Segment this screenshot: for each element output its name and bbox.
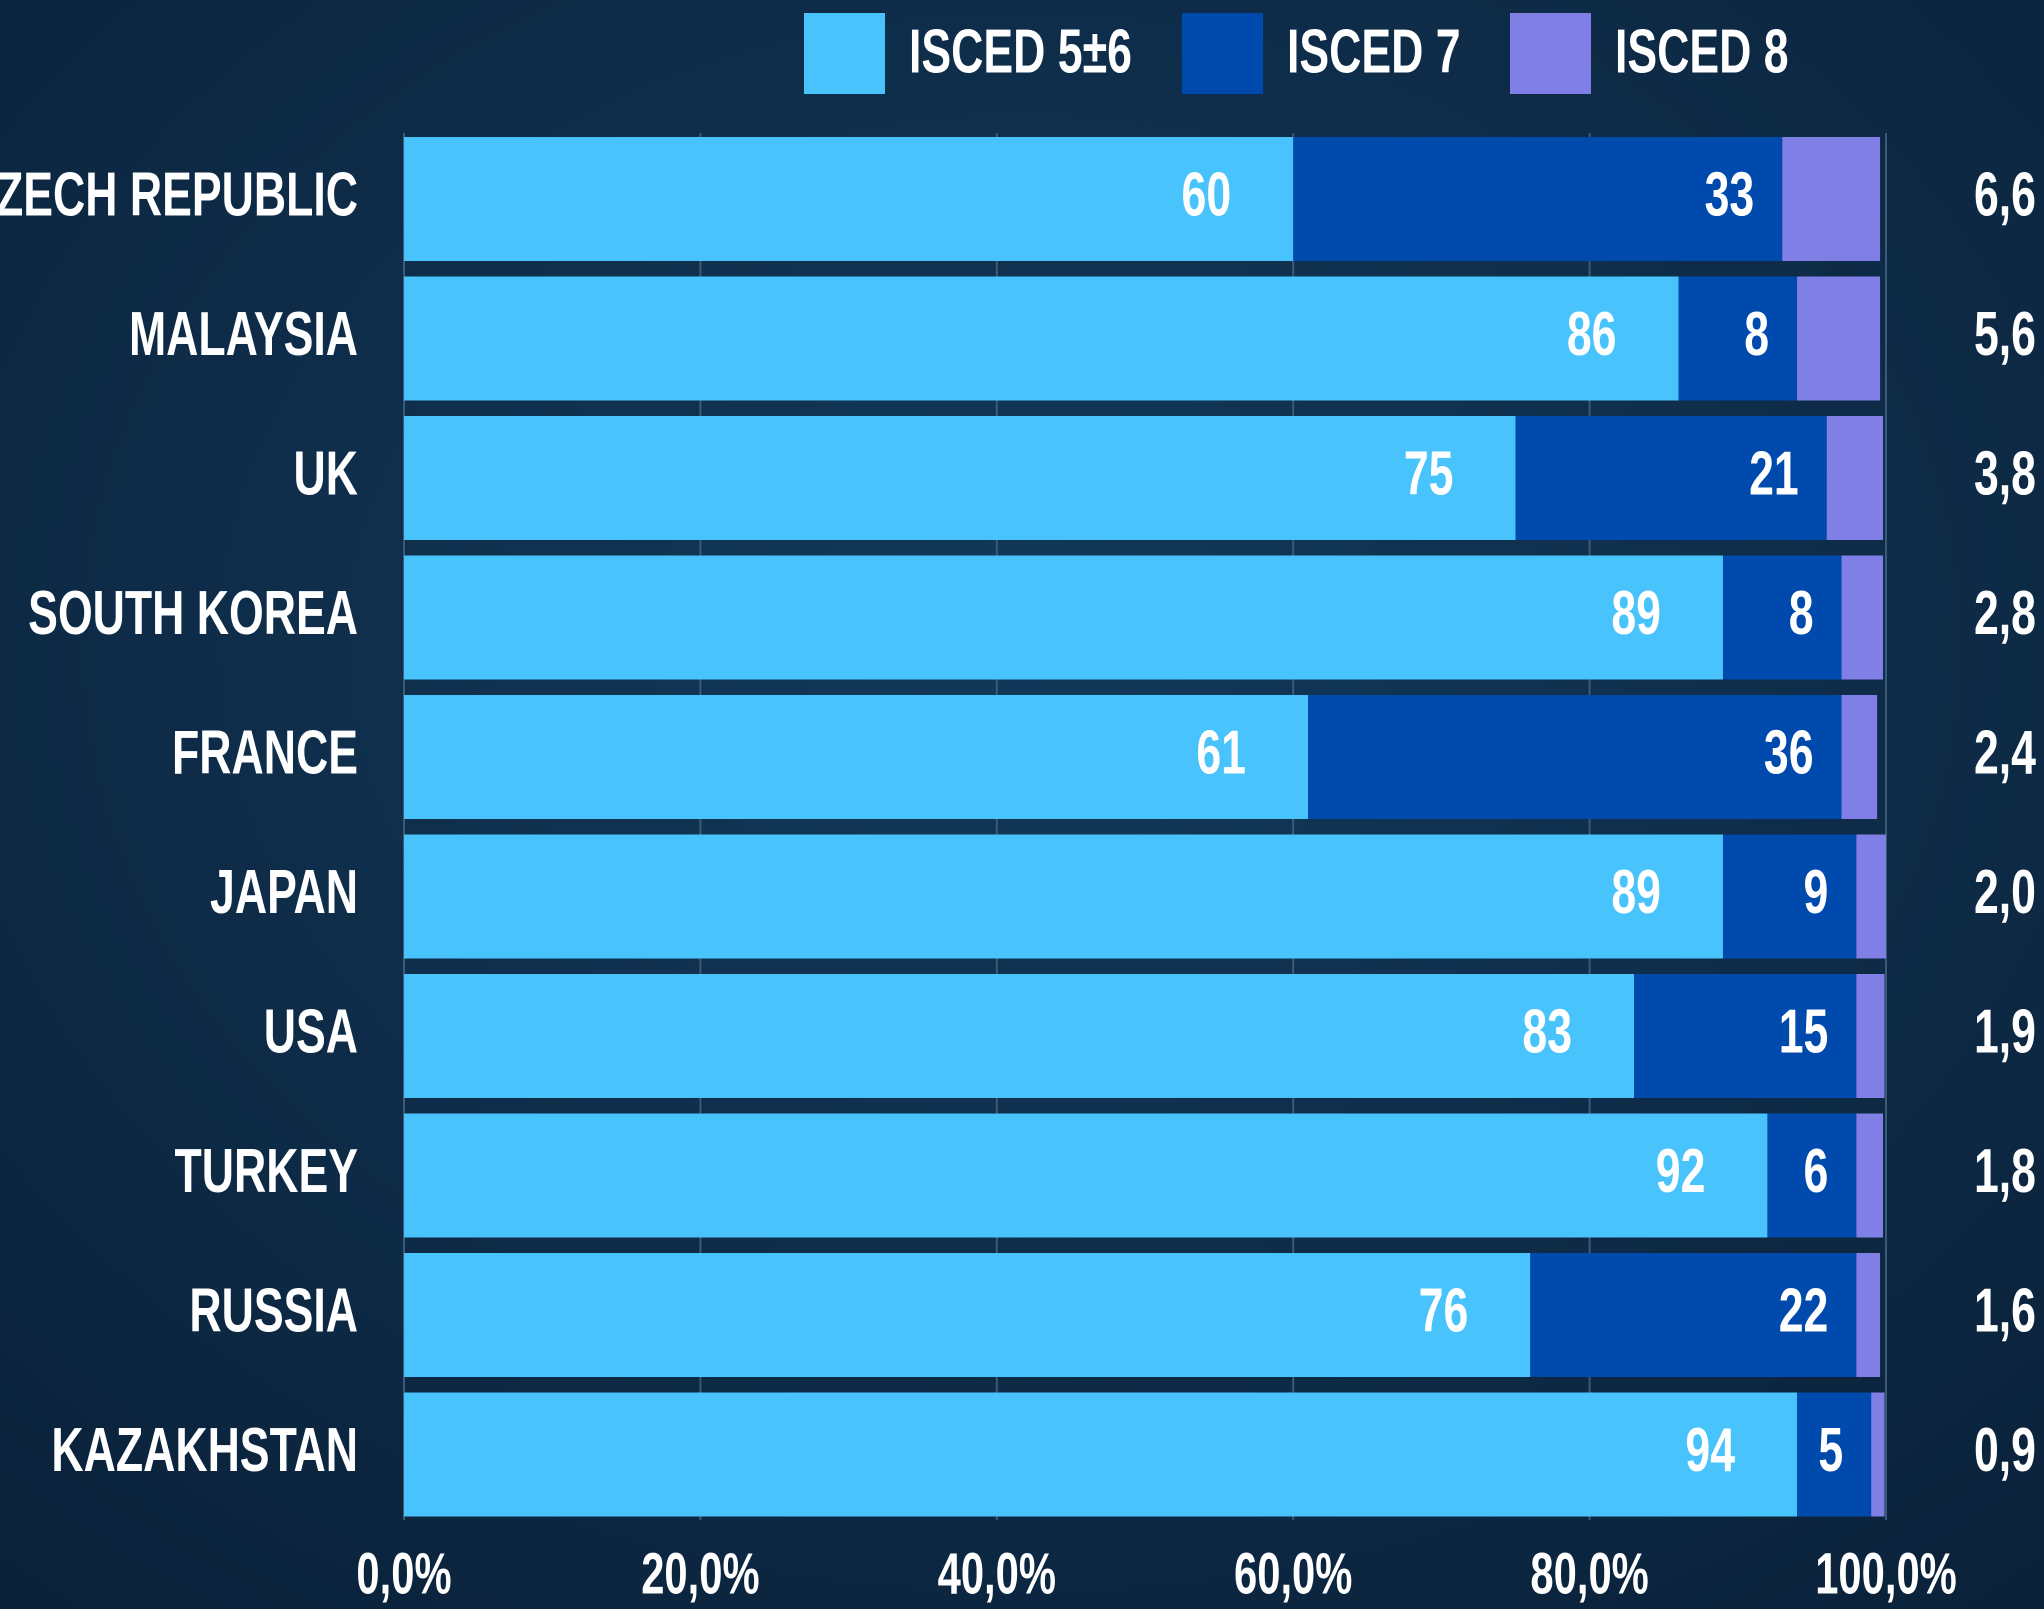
x-tick-label: 100,0% — [1815, 1541, 1957, 1606]
bar-segment — [404, 974, 1635, 1098]
legend-swatch — [1182, 13, 1263, 94]
category-label: CZECH REPUBLIC — [0, 160, 358, 229]
data-label: 83 — [1522, 997, 1572, 1066]
x-tick-label: 20,0% — [641, 1541, 759, 1606]
bar-segment — [404, 416, 1516, 540]
bar-segment — [1826, 416, 1884, 540]
data-label: 8 — [1789, 579, 1814, 648]
data-label: 6,6 — [1974, 160, 2036, 229]
data-label: 0,9 — [1974, 1416, 2036, 1485]
data-label: 76 — [1419, 1276, 1469, 1345]
bar-segment — [1856, 1113, 1884, 1238]
data-label: 2,8 — [1974, 579, 2036, 648]
category-label: SOUTH KOREA — [28, 579, 358, 648]
bar-segment — [1722, 555, 1842, 680]
bars — [404, 137, 1886, 1517]
bar-segment — [404, 1392, 1798, 1517]
bar-segment — [404, 276, 1679, 401]
bar-segment — [1856, 834, 1886, 959]
bar-segment — [404, 695, 1309, 819]
bar-segment — [404, 834, 1723, 959]
bar-segment — [1634, 974, 1857, 1098]
bar-segment — [404, 555, 1723, 680]
data-label: 60 — [1182, 160, 1232, 229]
category-label: TURKEY — [174, 1137, 358, 1206]
data-label: 15 — [1779, 997, 1829, 1066]
bar-segment — [1797, 276, 1881, 401]
data-label: 2,0 — [1974, 858, 2036, 927]
bar-segment — [404, 1253, 1531, 1377]
legend-swatch — [1510, 13, 1591, 94]
data-label: 94 — [1685, 1416, 1735, 1485]
data-label: 21 — [1749, 439, 1799, 508]
category-label: USA — [264, 997, 358, 1066]
data-label: 3,8 — [1974, 439, 2036, 508]
category-label: RUSSIA — [189, 1276, 358, 1345]
bar-segment — [1530, 1253, 1857, 1377]
legend-label: ISCED 5±6 — [909, 17, 1132, 86]
category-label: KAZAKHSTAN — [51, 1416, 358, 1485]
data-label: 33 — [1705, 160, 1755, 229]
data-label: 89 — [1611, 858, 1661, 927]
bar-segment — [1871, 1392, 1885, 1517]
bar-segment — [1293, 137, 1783, 261]
bar-segment — [1515, 416, 1827, 540]
category-label: MALAYSIA — [129, 300, 358, 369]
data-label: 1,8 — [1974, 1137, 2036, 1206]
labels: 0,0% 20,0% 40,0% 60,0% 80,0% 100,0% CZECH REPU… — [0, 13, 2036, 1606]
data-label: 8 — [1744, 300, 1769, 369]
data-label: 5,6 — [1974, 300, 2036, 369]
data-label: 92 — [1656, 1137, 1706, 1206]
data-label: 9 — [1804, 858, 1829, 927]
data-label: 36 — [1764, 718, 1814, 787]
data-label: 61 — [1196, 718, 1246, 787]
data-label: 75 — [1404, 439, 1454, 508]
bar-segment — [404, 1113, 1768, 1238]
data-label: 86 — [1567, 300, 1617, 369]
data-label: 6 — [1804, 1137, 1829, 1206]
bar-segment — [1841, 555, 1884, 680]
x-tick-label: 60,0% — [1234, 1541, 1352, 1606]
x-tick-label: 0,0% — [356, 1541, 451, 1606]
bar-segment — [1678, 276, 1798, 401]
data-label: 89 — [1611, 579, 1661, 648]
legend-label: ISCED 8 — [1615, 17, 1789, 86]
bar-segment — [1841, 695, 1878, 819]
data-label: 5 — [1818, 1416, 1843, 1485]
bar-segment — [1308, 695, 1842, 819]
legend-swatch — [804, 13, 885, 94]
x-tick-label: 80,0% — [1530, 1541, 1648, 1606]
bar-segment — [1782, 137, 1881, 261]
category-label: JAPAN — [210, 858, 358, 927]
data-label: 22 — [1779, 1276, 1829, 1345]
data-label: 1,6 — [1974, 1276, 2036, 1345]
bar-segment — [1856, 974, 1885, 1098]
data-label: 2,4 — [1974, 718, 2036, 787]
legend-label: ISCED 7 — [1287, 17, 1461, 86]
bar-segment — [1797, 1392, 1872, 1517]
x-tick-label: 40,0% — [938, 1541, 1056, 1606]
data-label: 1,9 — [1974, 997, 2036, 1066]
category-label: FRANCE — [172, 718, 358, 787]
bar-segment — [1722, 834, 1857, 959]
bar-segment — [1856, 1253, 1881, 1377]
bar-segment — [1767, 1113, 1857, 1238]
category-label: UK — [294, 439, 358, 508]
bar-segment — [404, 137, 1294, 261]
